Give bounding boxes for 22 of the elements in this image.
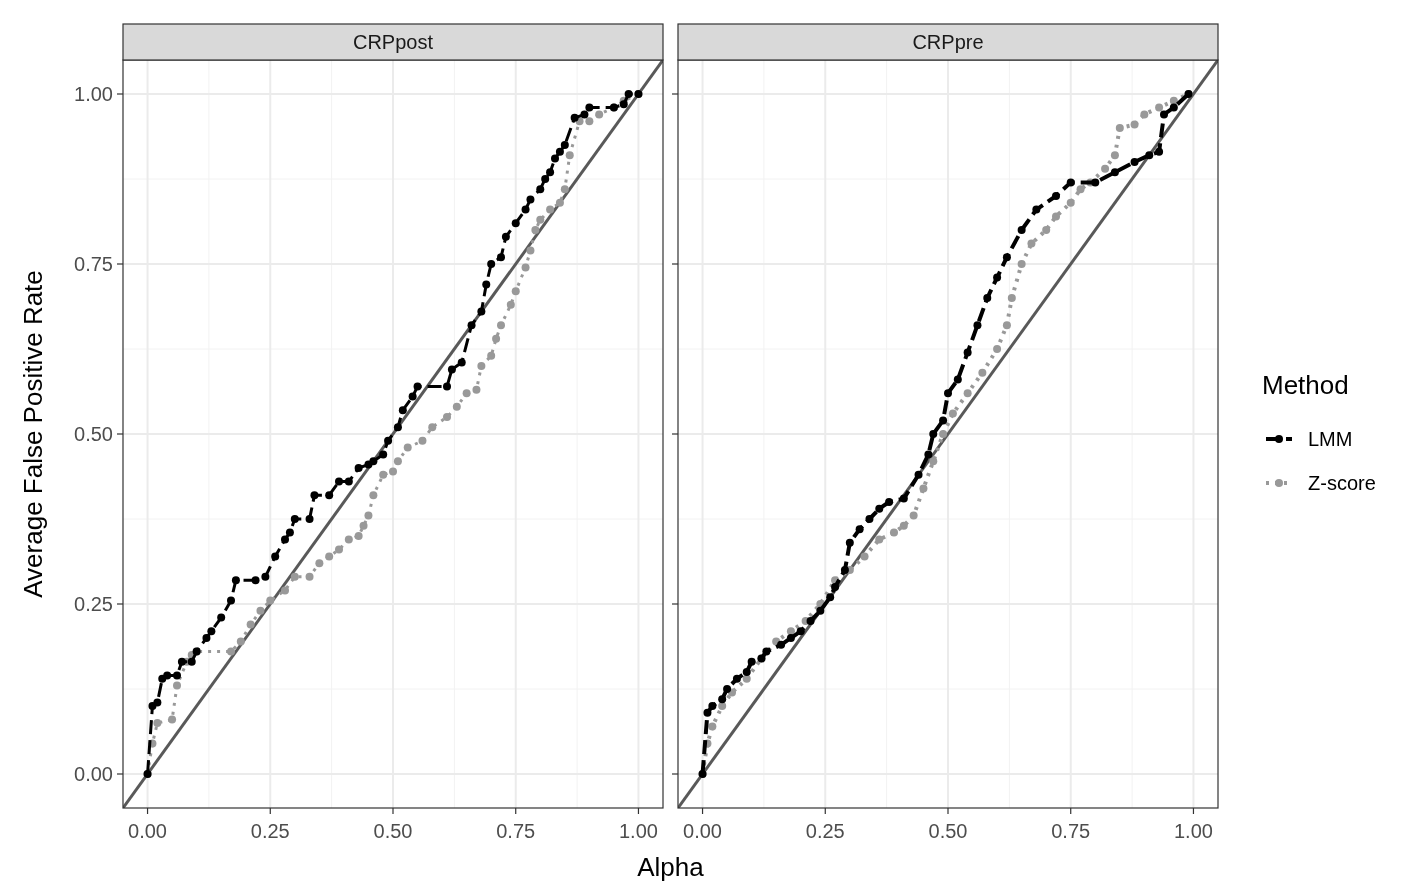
- y-tick-label: 1.00: [74, 83, 113, 105]
- legend-label: LMM: [1308, 428, 1353, 450]
- x-axis-title: Alpha: [637, 852, 705, 882]
- x-tick-label: 0.00: [683, 820, 723, 842]
- x-tick-label: 0.25: [250, 820, 290, 842]
- x-tick-label: 0.50: [373, 820, 413, 842]
- x-tick-label: 0.50: [928, 820, 968, 842]
- y-axis-title: Average False Positive Rate: [18, 270, 48, 598]
- chart-title: CRPpost: [352, 31, 434, 53]
- x-tick-label: 0.25: [805, 820, 845, 842]
- y-tick-label: 0.25: [74, 593, 113, 615]
- legend-title: Method: [1262, 370, 1349, 400]
- y-tick-label: 0.75: [74, 253, 113, 275]
- chart-title: CRPpre: [912, 31, 984, 53]
- y-tick-label: 0.00: [74, 763, 113, 785]
- x-tick-label: 1.00: [618, 820, 658, 842]
- legend-label: Z-score: [1308, 472, 1376, 494]
- x-tick-label: 0.00: [128, 820, 168, 842]
- x-tick-label: 1.00: [1173, 820, 1213, 842]
- x-tick-label: 0.75: [496, 820, 536, 842]
- y-tick-label: 0.50: [74, 423, 113, 445]
- x-tick-label: 0.75: [1051, 820, 1091, 842]
